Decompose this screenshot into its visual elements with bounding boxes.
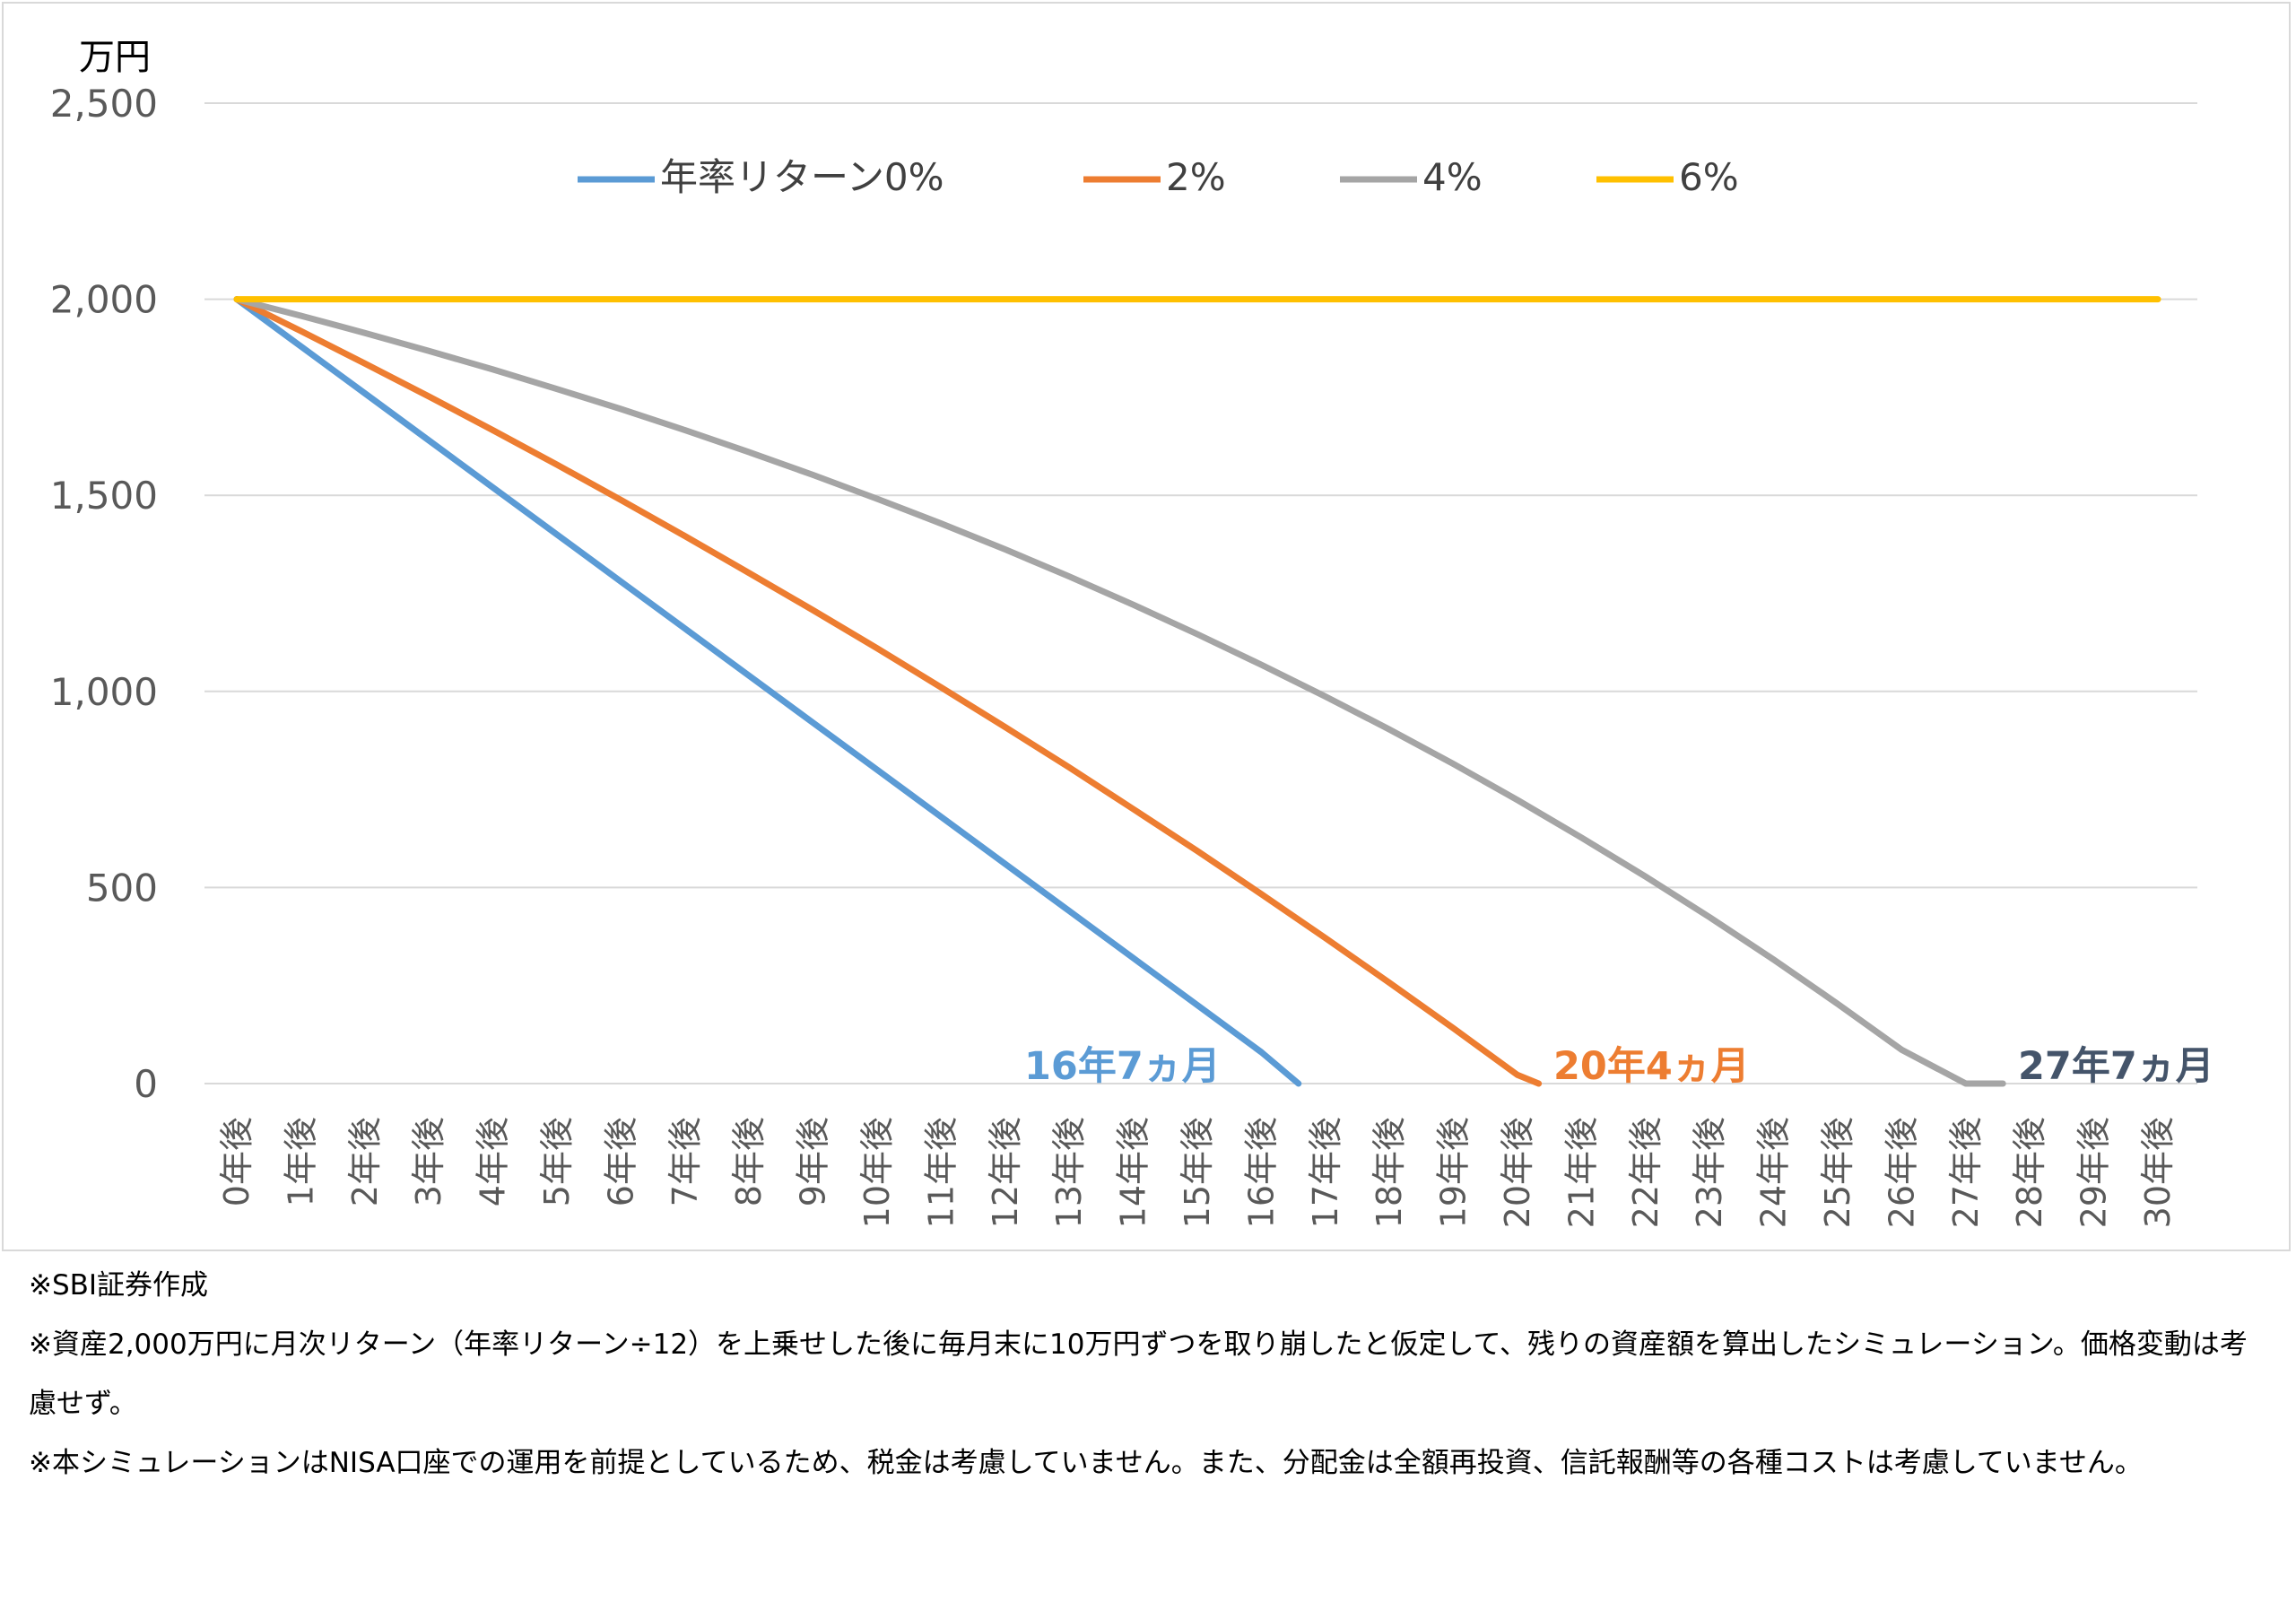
x-tick-label: 9年後: [794, 1117, 833, 1206]
x-tick-label: 7年後: [665, 1117, 705, 1206]
annotation-label: 20年4ヵ月: [1553, 1044, 1750, 1089]
x-tick-label: 3年後: [409, 1117, 448, 1206]
x-tick-label: 28年後: [2010, 1117, 2049, 1228]
x-tick-label: 15年後: [1178, 1117, 1217, 1228]
x-axis-ticks: 0年後 1年後 2年後 3年後 4年後 5年後 6年後 7年後 8年後 9年後 10年後 11年後 12…: [217, 1117, 2178, 1228]
y-tick-label: 1,500: [50, 474, 158, 518]
y-axis-ticks: 0 500 1,000 1,500 2,000 2,500: [50, 82, 158, 1106]
x-tick-label: 22年後: [1626, 1117, 1665, 1228]
x-tick-label: 1年後: [281, 1117, 320, 1206]
x-tick-label: 6年後: [601, 1117, 640, 1206]
legend-label: 2%: [1166, 155, 1226, 199]
y-tick-label: 1,000: [50, 670, 158, 714]
x-tick-label: 8年後: [729, 1117, 769, 1206]
x-tick-label: 14年後: [1114, 1117, 1153, 1228]
annotation-label: 27年7ヵ月: [2018, 1044, 2214, 1089]
annotation-label: 16年7ヵ月: [1024, 1044, 1221, 1089]
line-chart: 0 500 1,000 1,500 2,000 2,500 万円 0年後 1年後 2年後 3年後…: [50, 37, 2214, 1228]
x-tick-label: 29年後: [2074, 1117, 2114, 1228]
footnotes: ※SBI証券作成 ※資産2,000万円に月次リターン（年率リターン÷12）を上乗…: [29, 1256, 2271, 1493]
x-tick-label: 30年後: [2138, 1117, 2178, 1228]
annotations: 16年7ヵ月 20年4ヵ月 27年7ヵ月: [1024, 1044, 2214, 1089]
x-tick-label: 18年後: [1370, 1117, 1409, 1228]
x-tick-label: 5年後: [537, 1117, 577, 1206]
legend-label: 4%: [1422, 155, 1483, 199]
x-tick-label: 23年後: [1690, 1117, 1729, 1228]
y-tick-label: 500: [86, 866, 158, 910]
x-tick-label: 19年後: [1434, 1117, 1474, 1228]
legend-label: 6%: [1679, 155, 1739, 199]
x-tick-label: 26年後: [1882, 1117, 1921, 1228]
series-lines: [233, 296, 2161, 1087]
series-line: [233, 296, 1543, 1087]
x-tick-label: 4年後: [474, 1117, 513, 1206]
footnote-tax: ※本シミュレーションはNISA口座での運用を前提としているため、税金は考慮してい…: [29, 1447, 2143, 1479]
y-tick-label: 2,500: [50, 82, 158, 126]
x-tick-label: 27年後: [1946, 1117, 1986, 1228]
legend: 年率リターン0% 2% 4% 6%: [578, 155, 1739, 199]
y-tick-label: 0: [134, 1062, 158, 1106]
x-tick-label: 21年後: [1561, 1117, 1601, 1228]
series-line: [233, 296, 1302, 1087]
x-tick-label: 25年後: [1818, 1117, 1857, 1228]
grid-lines: [204, 102, 2197, 1084]
legend-label: 年率リターン0%: [660, 155, 944, 199]
x-tick-label: 20年後: [1498, 1117, 1537, 1228]
y-axis-unit: 万円: [79, 37, 151, 78]
x-tick-label: 11年後: [921, 1117, 961, 1228]
x-tick-label: 24年後: [1754, 1117, 1794, 1228]
x-tick-label: 2年後: [345, 1117, 385, 1206]
x-tick-label: 12年後: [986, 1117, 1025, 1228]
footnote-assumption: ※資産2,000万円に月次リターン（年率リターン÷12）を上乗せした後に毎月末に…: [29, 1328, 2248, 1420]
x-tick-label: 16年後: [1241, 1117, 1281, 1228]
series-line: [233, 296, 2006, 1087]
footnote-source: ※SBI証券作成: [29, 1269, 209, 1302]
x-tick-label: 13年後: [1049, 1117, 1089, 1228]
y-tick-label: 2,000: [50, 278, 158, 322]
x-tick-label: 0年後: [217, 1117, 257, 1206]
x-tick-label: 17年後: [1306, 1117, 1345, 1228]
x-tick-label: 10年後: [857, 1117, 897, 1228]
chart-frame: 0 500 1,000 1,500 2,000 2,500 万円 0年後 1年後 2年後 3年後…: [2, 2, 2291, 1251]
